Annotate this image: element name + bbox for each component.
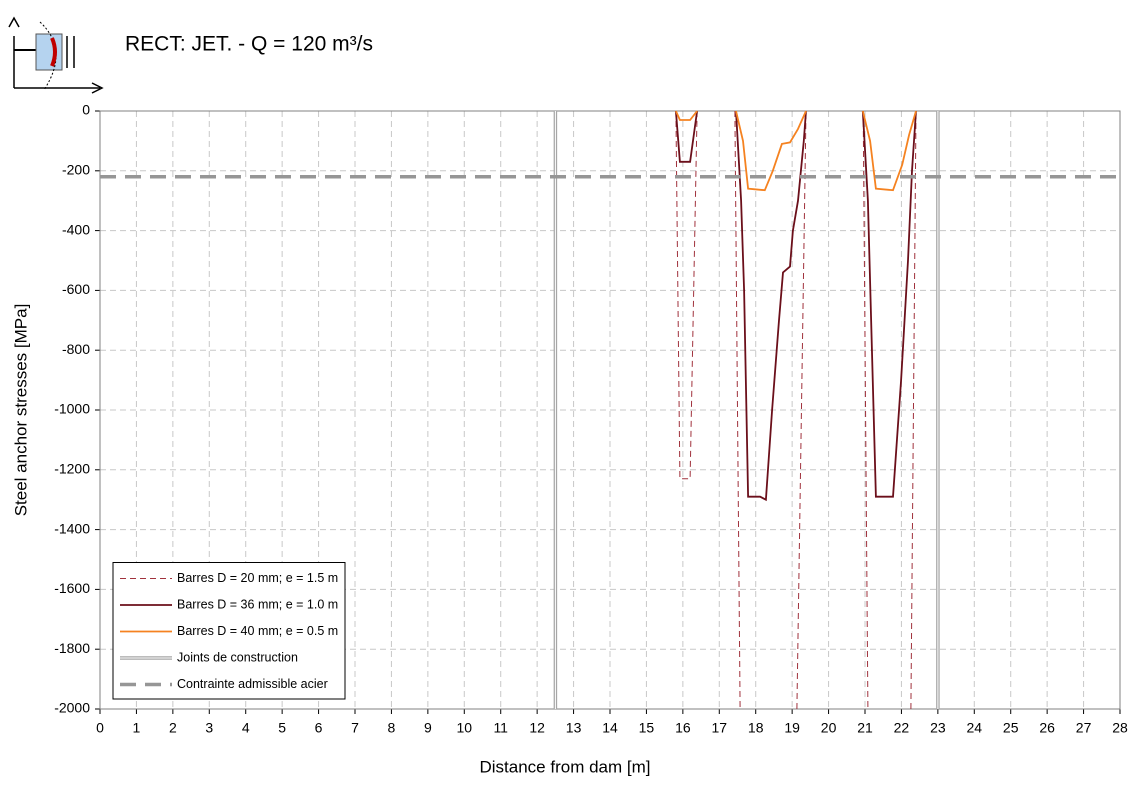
x-tick-label: 12 [529,720,545,736]
y-tick-label: -800 [62,341,90,357]
x-tick-label: 6 [315,720,323,736]
series-line [675,110,917,710]
y-tick-label: -400 [62,221,90,237]
x-tick-label: 2 [169,720,177,736]
y-tick-label: -600 [62,281,90,297]
x-tick-label: 22 [894,720,910,736]
x-tick-label: 5 [278,720,286,736]
x-tick-label: 1 [133,720,141,736]
x-tick-label: 3 [205,720,213,736]
series-line-inner [554,111,939,709]
x-tick-label: 9 [424,720,432,736]
x-tick-label: 28 [1112,720,1128,736]
x-tick-label: 19 [784,720,800,736]
x-tick-label: 23 [930,720,946,736]
x-tick-label: 17 [711,720,727,736]
x-tick-label: 26 [1039,720,1055,736]
x-tick-label: 25 [1003,720,1019,736]
x-tick-label: 10 [456,720,472,736]
y-tick-label: -200 [62,162,90,178]
legend-label: Barres D = 40 mm; e = 0.5 m [177,624,338,638]
x-tick-label: 14 [602,720,618,736]
x-tick-label: 15 [639,720,655,736]
y-tick-label: -1000 [54,401,90,417]
x-tick-label: 8 [388,720,396,736]
legend: Barres D = 20 mm; e = 1.5 m Barres D = 36… [112,562,346,700]
y-tick-label: -1800 [54,640,90,656]
legend-label: Joints de construction [177,650,298,664]
x-tick-label: 27 [1076,720,1092,736]
chart-title: RECT: JET. - Q = 120 m³/s [125,33,373,56]
series-line [675,110,917,192]
x-tick-label: 21 [857,720,873,736]
x-tick-label: 24 [966,720,982,736]
series-layer [100,110,1120,710]
x-tick-label: 16 [675,720,691,736]
x-tick-label: 7 [351,720,359,736]
x-tick-label: 20 [821,720,837,736]
y-tick-label: -2000 [54,700,90,716]
plot-frame [99,110,1121,710]
y-tick-label: -1200 [54,461,90,477]
y-tick-label: -1400 [54,520,90,536]
corner-icon [8,16,104,94]
y-tick-label: 0 [82,102,90,118]
x-tick-label: 11 [493,720,508,736]
series-line [675,110,917,502]
legend-label: Contrainte admissible acier [177,677,328,691]
x-tick-label: 0 [96,720,104,736]
x-tick-label: 13 [566,720,582,736]
legend-label: Barres D = 20 mm; e = 1.5 m [177,571,338,585]
y-tick-label: -1600 [54,580,90,596]
legend-label: Barres D = 36 mm; e = 1.0 m [177,597,338,611]
x-tick-label: 4 [242,720,250,736]
x-tick-label: 18 [748,720,764,736]
y-axis-label: Steel anchor stresses [MPa] [11,304,30,517]
x-axis-label: Distance from dam [m] [480,757,651,776]
